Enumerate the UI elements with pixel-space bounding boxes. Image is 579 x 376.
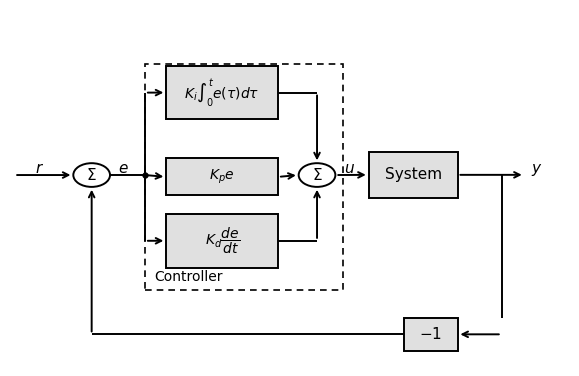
Text: $K_p e$: $K_p e$: [210, 168, 235, 186]
Bar: [404, 318, 457, 351]
Text: y: y: [532, 161, 541, 176]
Text: u: u: [344, 161, 353, 176]
Bar: [369, 152, 457, 198]
Text: $\Sigma$: $\Sigma$: [86, 167, 97, 183]
Text: Controller: Controller: [155, 270, 223, 284]
Text: System: System: [384, 167, 442, 182]
Text: $-1$: $-1$: [419, 326, 442, 342]
Text: e: e: [118, 161, 127, 176]
Bar: [166, 214, 278, 268]
Text: $\Sigma$: $\Sigma$: [312, 167, 323, 183]
Text: r: r: [35, 161, 42, 176]
Bar: [166, 66, 278, 120]
Text: $K_i\int_0^t e(\tau)d\tau$: $K_i\int_0^t e(\tau)d\tau$: [185, 77, 260, 109]
Bar: [166, 158, 278, 196]
Bar: [145, 64, 343, 290]
Text: $K_d\dfrac{de}{dt}$: $K_d\dfrac{de}{dt}$: [204, 226, 240, 256]
